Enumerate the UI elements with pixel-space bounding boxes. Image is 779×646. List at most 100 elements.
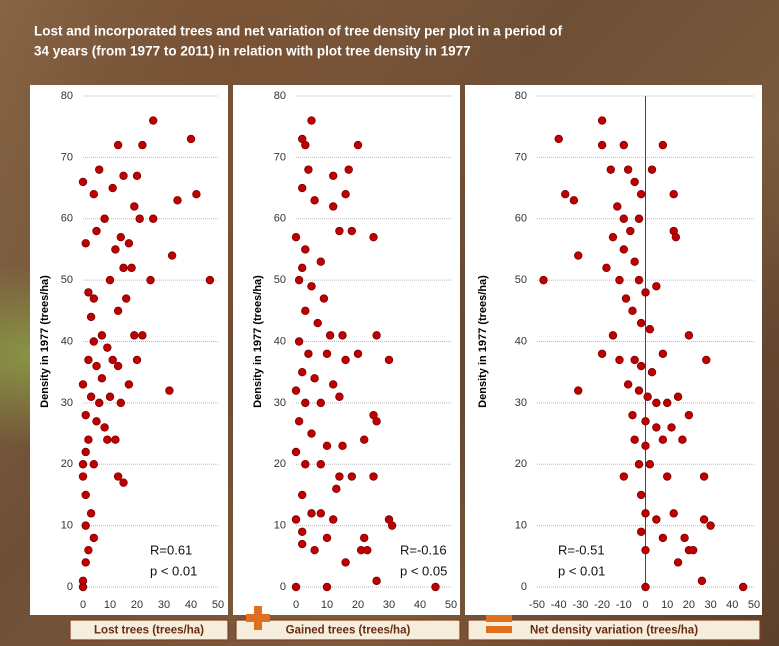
point — [388, 522, 396, 530]
point — [298, 264, 306, 272]
point — [93, 417, 101, 425]
point — [308, 282, 316, 290]
point — [370, 473, 378, 481]
x-tick-label: 50 — [445, 599, 457, 611]
x-tick-label: 40 — [414, 599, 426, 611]
point — [166, 387, 174, 395]
y-tick-label: 30 — [274, 397, 286, 409]
point — [329, 203, 337, 211]
x-tick-label: 20 — [131, 599, 143, 611]
y-tick-label: 10 — [61, 520, 73, 532]
point — [302, 307, 310, 315]
x-tick-label: 20 — [352, 599, 364, 611]
point — [385, 356, 393, 364]
point — [82, 491, 90, 499]
x-tick-label: 10 — [321, 599, 333, 611]
y-tick-label: 60 — [515, 213, 527, 225]
point — [609, 233, 617, 241]
point — [620, 141, 628, 149]
y-tick-label: 40 — [274, 335, 286, 347]
point — [637, 319, 645, 327]
point — [125, 381, 133, 389]
point — [739, 583, 747, 591]
point — [607, 166, 615, 174]
point — [82, 448, 90, 456]
point — [348, 227, 356, 235]
point — [136, 215, 144, 223]
point — [432, 583, 440, 591]
point — [317, 258, 325, 266]
point — [653, 399, 661, 407]
point — [193, 190, 201, 198]
y-tick-label: 50 — [515, 274, 527, 286]
point — [373, 417, 381, 425]
point — [317, 460, 325, 468]
point — [336, 227, 344, 235]
point — [90, 190, 98, 198]
annotation: p < 0.01 — [150, 563, 197, 578]
annotation: R=-0.16 — [400, 542, 447, 557]
x-tick-label: -40 — [551, 599, 567, 611]
y-tick-label: 0 — [280, 581, 286, 593]
title-line: 34 years (from 1977 to 2011) in relation… — [34, 44, 471, 59]
point — [360, 534, 368, 542]
title-line: Lost and incorporated trees and net vari… — [34, 24, 563, 39]
point — [90, 460, 98, 468]
point — [326, 332, 334, 340]
annotation: R=0.61 — [150, 542, 192, 557]
point — [114, 473, 122, 481]
point — [644, 393, 652, 401]
point — [689, 546, 697, 554]
point — [685, 411, 693, 419]
point — [670, 190, 678, 198]
point — [82, 522, 90, 530]
point — [627, 227, 635, 235]
panel — [233, 85, 460, 615]
point — [139, 141, 147, 149]
y-tick-label: 10 — [274, 520, 286, 532]
point — [320, 295, 328, 303]
point — [133, 356, 141, 364]
point — [345, 166, 353, 174]
y-tick-label: 70 — [515, 151, 527, 163]
point — [147, 276, 155, 284]
point — [87, 510, 95, 518]
x-tick-label: -10 — [616, 599, 632, 611]
point — [122, 295, 130, 303]
point — [311, 197, 319, 205]
point — [570, 197, 578, 205]
x-axis-label: Net density variation (trees/ha) — [530, 625, 698, 637]
point — [298, 184, 306, 192]
point — [603, 264, 611, 272]
point — [117, 399, 125, 407]
point — [329, 381, 337, 389]
x-tick-label: 50 — [748, 599, 760, 611]
point — [302, 460, 310, 468]
panel — [465, 85, 762, 615]
y-tick-label: 40 — [515, 335, 527, 347]
point — [79, 178, 87, 186]
panel — [30, 85, 228, 615]
point — [302, 141, 310, 149]
x-tick-label: 20 — [683, 599, 695, 611]
point — [87, 393, 95, 401]
point — [305, 350, 313, 358]
point — [348, 473, 356, 481]
point — [109, 184, 117, 192]
y-tick-label: 0 — [521, 581, 527, 593]
point — [360, 436, 368, 444]
y-tick-label: 70 — [274, 151, 286, 163]
point — [174, 197, 182, 205]
point — [659, 350, 667, 358]
point — [613, 203, 621, 211]
y-tick-label: 80 — [61, 90, 73, 102]
equals-icon — [486, 626, 512, 633]
point — [653, 516, 661, 524]
point — [373, 577, 381, 585]
point — [317, 510, 325, 518]
point — [342, 356, 350, 364]
point — [295, 338, 303, 346]
point — [681, 534, 689, 542]
point — [329, 172, 337, 180]
point — [131, 203, 139, 211]
